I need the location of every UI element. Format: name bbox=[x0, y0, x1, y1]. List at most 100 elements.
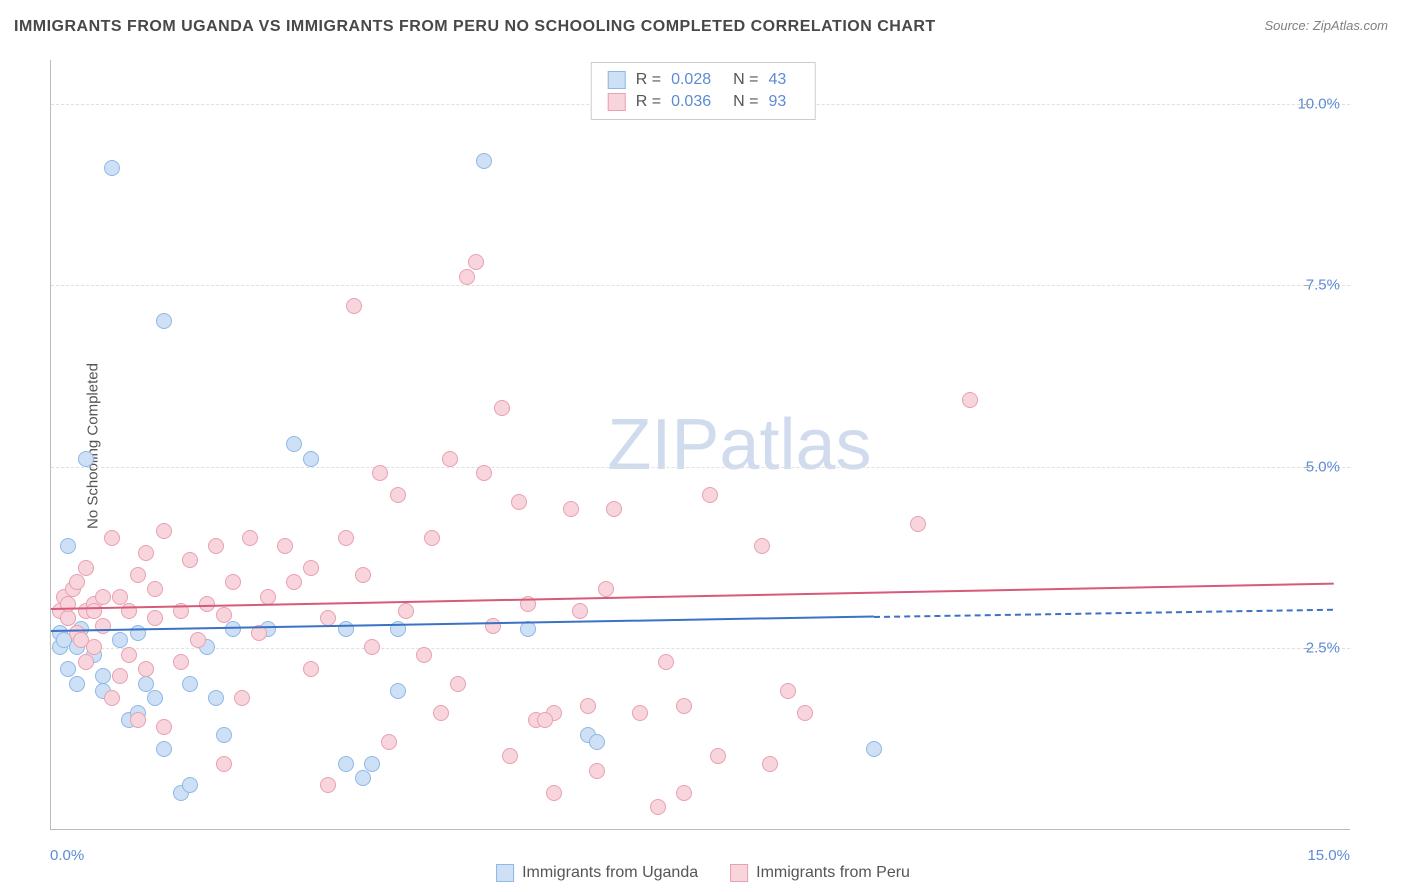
swatch-peru bbox=[730, 864, 748, 882]
data-point-uganda bbox=[476, 153, 492, 169]
data-point-uganda bbox=[208, 690, 224, 706]
trend-line bbox=[51, 616, 874, 633]
data-point-peru bbox=[208, 538, 224, 554]
data-point-peru bbox=[442, 451, 458, 467]
data-point-uganda bbox=[338, 621, 354, 637]
data-point-peru bbox=[234, 690, 250, 706]
data-point-peru bbox=[69, 574, 85, 590]
data-point-peru bbox=[650, 799, 666, 815]
r-label: R = bbox=[636, 71, 661, 89]
data-point-peru bbox=[476, 465, 492, 481]
grid-line bbox=[51, 648, 1350, 649]
data-point-peru bbox=[355, 567, 371, 583]
y-tick-mark bbox=[1304, 467, 1310, 468]
data-point-peru bbox=[182, 552, 198, 568]
data-point-uganda bbox=[138, 676, 154, 692]
data-point-peru bbox=[320, 777, 336, 793]
swatch-uganda bbox=[496, 864, 514, 882]
data-point-peru bbox=[138, 661, 154, 677]
data-point-peru bbox=[364, 639, 380, 655]
data-point-peru bbox=[702, 487, 718, 503]
n-value: 93 bbox=[768, 93, 798, 111]
data-point-peru bbox=[78, 654, 94, 670]
trend-line bbox=[874, 608, 1333, 617]
trend-line bbox=[51, 583, 1334, 610]
data-point-peru bbox=[502, 748, 518, 764]
data-point-peru bbox=[676, 785, 692, 801]
grid-line bbox=[51, 285, 1350, 286]
data-point-peru bbox=[797, 705, 813, 721]
data-point-peru bbox=[450, 676, 466, 692]
data-point-peru bbox=[754, 538, 770, 554]
data-point-peru bbox=[606, 501, 622, 517]
data-point-peru bbox=[95, 589, 111, 605]
data-point-peru bbox=[190, 632, 206, 648]
data-point-peru bbox=[372, 465, 388, 481]
legend-row-peru: R =0.036N =93 bbox=[608, 91, 799, 113]
data-point-peru bbox=[780, 683, 796, 699]
n-value: 43 bbox=[768, 71, 798, 89]
data-point-uganda bbox=[589, 734, 605, 750]
data-point-peru bbox=[416, 647, 432, 663]
data-point-peru bbox=[225, 574, 241, 590]
legend-row-uganda: R =0.028N =43 bbox=[608, 69, 799, 91]
data-point-peru bbox=[121, 647, 137, 663]
data-point-uganda bbox=[104, 160, 120, 176]
legend-item-peru: Immigrants from Peru bbox=[730, 864, 910, 882]
data-point-peru bbox=[658, 654, 674, 670]
data-point-peru bbox=[563, 501, 579, 517]
data-point-uganda bbox=[355, 770, 371, 786]
data-point-uganda bbox=[60, 538, 76, 554]
data-point-peru bbox=[260, 589, 276, 605]
y-tick-mark bbox=[1304, 648, 1310, 649]
data-point-peru bbox=[468, 254, 484, 270]
x-axis-max-label: 15.0% bbox=[1307, 847, 1350, 864]
y-tick-mark bbox=[1304, 285, 1310, 286]
data-point-peru bbox=[303, 560, 319, 576]
data-point-peru bbox=[156, 719, 172, 735]
grid-line bbox=[51, 467, 1350, 468]
data-point-peru bbox=[112, 589, 128, 605]
y-tick-mark bbox=[1304, 104, 1310, 105]
data-point-uganda bbox=[69, 676, 85, 692]
data-point-uganda bbox=[303, 451, 319, 467]
data-point-peru bbox=[346, 298, 362, 314]
data-point-peru bbox=[390, 487, 406, 503]
source-attribution: Source: ZipAtlas.com bbox=[1264, 18, 1388, 33]
data-point-peru bbox=[173, 654, 189, 670]
data-point-peru bbox=[78, 560, 94, 576]
data-point-peru bbox=[546, 785, 562, 801]
data-point-peru bbox=[156, 523, 172, 539]
data-point-uganda bbox=[130, 625, 146, 641]
r-label: R = bbox=[636, 93, 661, 111]
data-point-peru bbox=[303, 661, 319, 677]
data-point-peru bbox=[962, 392, 978, 408]
data-point-peru bbox=[494, 400, 510, 416]
data-point-peru bbox=[320, 610, 336, 626]
legend-label: Immigrants from Peru bbox=[756, 864, 910, 882]
data-point-peru bbox=[147, 581, 163, 597]
data-point-peru bbox=[112, 668, 128, 684]
y-tick-label: 7.5% bbox=[1306, 277, 1340, 294]
data-point-peru bbox=[86, 603, 102, 619]
data-point-peru bbox=[485, 618, 501, 634]
data-point-peru bbox=[589, 763, 605, 779]
watermark: ZIPatlas bbox=[607, 404, 871, 486]
series-legend: Immigrants from Uganda Immigrants from Pe… bbox=[496, 864, 910, 882]
data-point-peru bbox=[580, 698, 596, 714]
data-point-uganda bbox=[390, 683, 406, 699]
data-point-uganda bbox=[182, 676, 198, 692]
data-point-peru bbox=[433, 705, 449, 721]
data-point-uganda bbox=[286, 436, 302, 452]
data-point-peru bbox=[424, 530, 440, 546]
legend-item-uganda: Immigrants from Uganda bbox=[496, 864, 698, 882]
data-point-peru bbox=[60, 610, 76, 626]
n-label: N = bbox=[733, 71, 758, 89]
legend-label: Immigrants from Uganda bbox=[522, 864, 698, 882]
data-point-uganda bbox=[156, 741, 172, 757]
data-point-uganda bbox=[866, 741, 882, 757]
data-point-peru bbox=[598, 581, 614, 597]
data-point-peru bbox=[86, 639, 102, 655]
data-point-peru bbox=[138, 545, 154, 561]
data-point-peru bbox=[710, 748, 726, 764]
